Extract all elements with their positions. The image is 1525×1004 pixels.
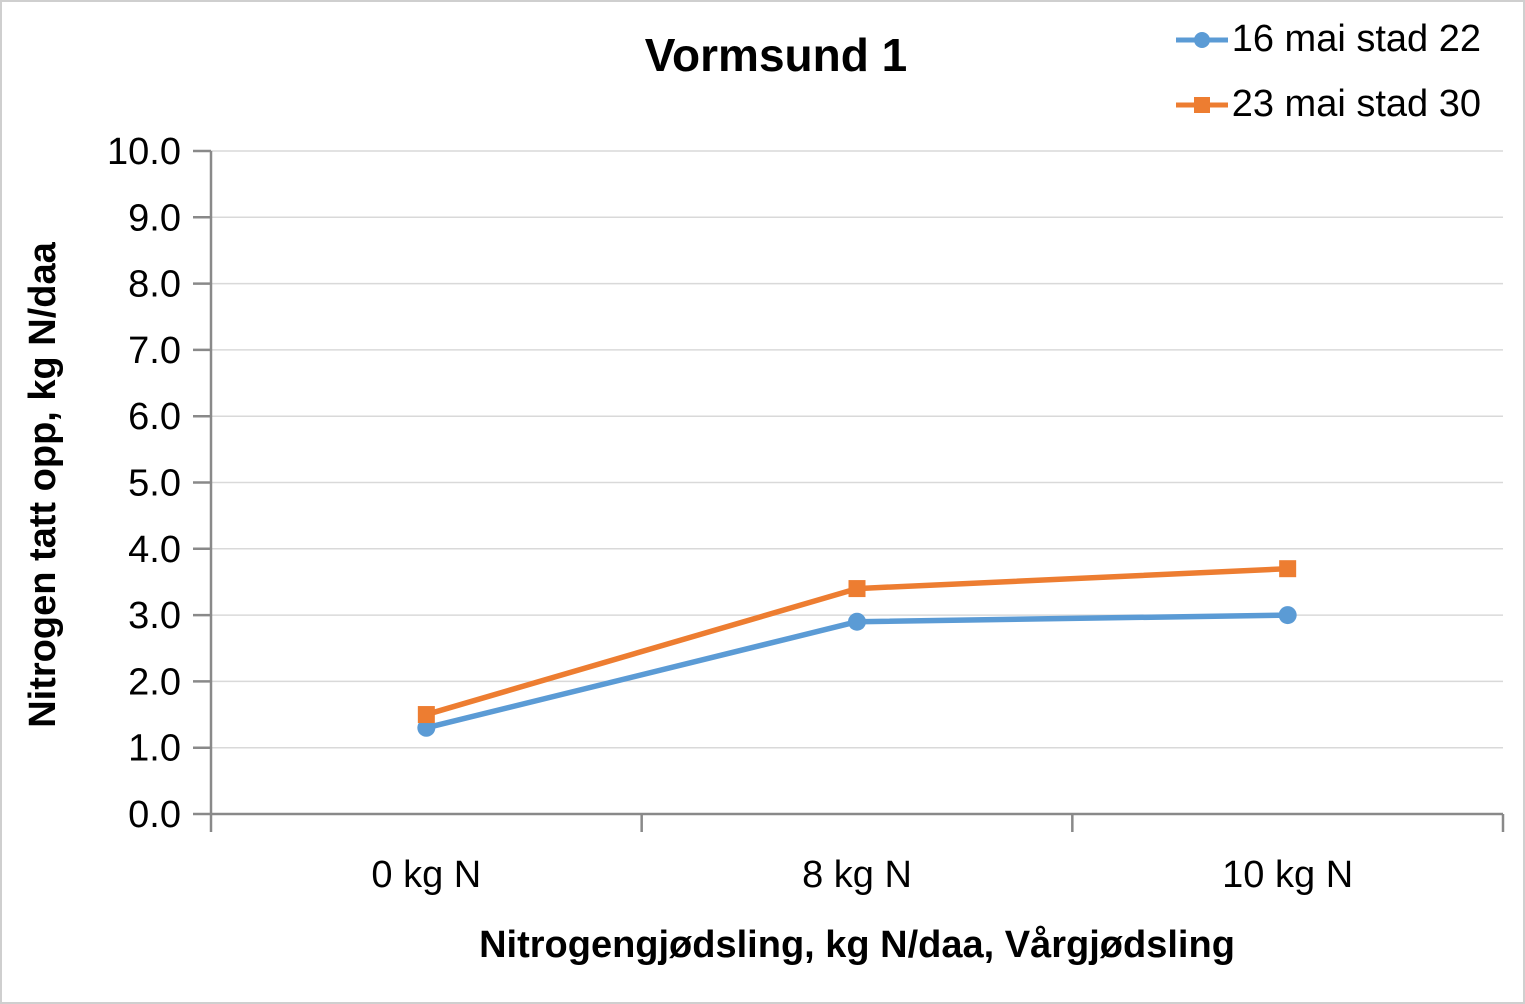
y-tick-label: 0.0 [128,794,181,836]
legend-item: 23 mai stad 30 [1175,83,1481,126]
y-tick-label: 2.0 [128,661,181,703]
y-tick-label: 8.0 [128,264,181,306]
y-tick-label: 10.0 [107,131,181,173]
chart-title: Vormsund 1 [644,29,908,81]
data-point-square [848,580,866,598]
y-tick-label: 4.0 [128,529,181,571]
legend-label: 16 mai stad 22 [1231,18,1481,60]
series-line-circle [425,612,1288,731]
y-tick-label: 5.0 [128,463,181,505]
data-point-circle [848,612,866,631]
y-tick-label: 7.0 [128,330,181,372]
y-tick-label: 1.0 [128,728,181,770]
legend-marker-square-icon [1175,96,1228,113]
x-category-label: 8 kg N [802,854,912,896]
data-point-circle [417,718,436,737]
data-point-square [1279,560,1297,578]
legend-label: 23 mai stad 30 [1231,83,1481,125]
data-point-square [417,706,435,724]
data-point-circle [1278,606,1297,625]
x-category-label: 10 kg N [1222,854,1353,896]
legend-item: 16 mai stad 22 [1175,18,1481,61]
legend: 16 mai stad 22 23 mai stad 30 [1175,18,1481,126]
legend-marker-circle-icon [1175,31,1228,48]
y-tick-label: 9.0 [128,197,181,239]
x-axis-title: Nitrogengjødsling, kg N/daa, Vårgjødslin… [479,924,1235,966]
x-category-label: 0 kg N [371,854,481,896]
y-tick-label: 6.0 [128,396,181,438]
y-tick-label: 3.0 [128,595,181,637]
